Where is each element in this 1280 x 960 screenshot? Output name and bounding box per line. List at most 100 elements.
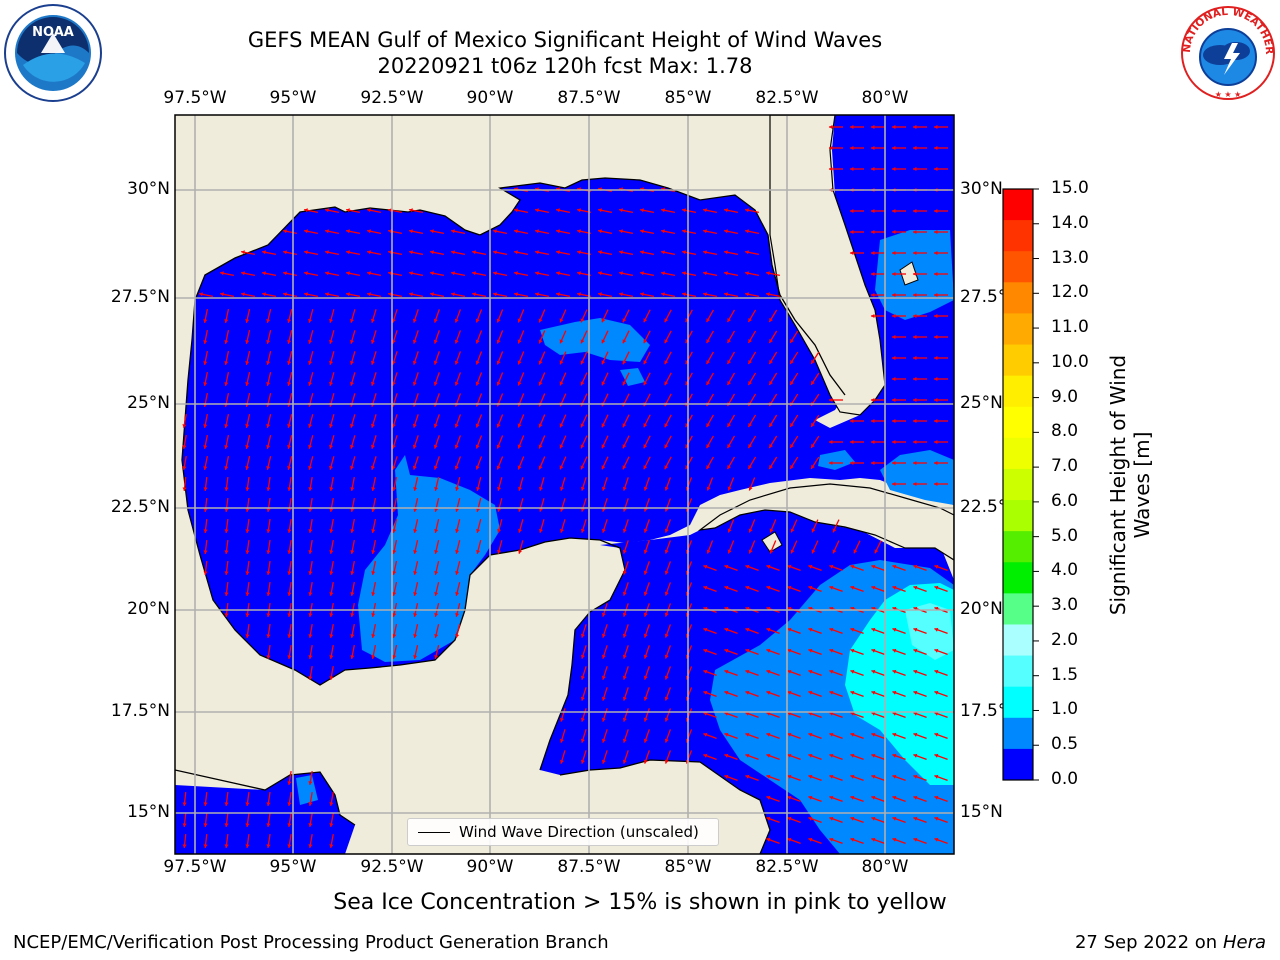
- wave-direction-arrow: [829, 460, 843, 466]
- lat-tick-label-right: 30°N: [960, 179, 1003, 199]
- wave-direction-arrow: [392, 540, 398, 554]
- wave-direction-arrow: [325, 292, 339, 298]
- wave-direction-arrow: [766, 795, 780, 803]
- wave-direction-arrow: [518, 498, 524, 512]
- wave-direction-arrow: [598, 292, 612, 298]
- wave-direction-arrow: [308, 581, 313, 597]
- wave-direction-arrow: [661, 208, 675, 214]
- map-frame: [174, 114, 955, 855]
- colorbar-tick-label: 0.5: [1051, 734, 1079, 755]
- wave-direction-arrow: [703, 229, 717, 235]
- wave-direction-arrow: [768, 372, 778, 386]
- wave-direction-arrow: [224, 372, 230, 386]
- colorbar-tick-label: 15.0: [1051, 178, 1089, 198]
- wave-direction-arrow: [224, 539, 229, 555]
- wave-direction-arrow: [934, 271, 948, 277]
- wave-direction-arrow: [371, 561, 377, 575]
- colorbar-tick-label: 6.0: [1051, 490, 1079, 511]
- wave-direction-arrow: [643, 582, 650, 596]
- wave-direction-arrow: [871, 208, 885, 214]
- wave-direction-arrow: [245, 581, 250, 597]
- wave-direction-arrow: [622, 540, 629, 554]
- wave-direction-arrow: [391, 330, 398, 344]
- plot-title: GEFS MEAN Gulf of Mexico Significant Hei…: [247, 28, 883, 52]
- wave-direction-arrow: [622, 645, 629, 659]
- wave-direction-arrow: [266, 414, 272, 428]
- wave-direction-arrow: [892, 648, 906, 656]
- wave-direction-arrow: [682, 229, 696, 235]
- wave-direction-arrow: [871, 124, 885, 130]
- wave-direction-arrow: [433, 414, 440, 428]
- wave-direction-arrow: [245, 351, 251, 365]
- wave-direction-arrow: [619, 229, 633, 235]
- wave-direction-arrow: [703, 753, 717, 761]
- wave-direction-arrow: [346, 292, 360, 298]
- wave-direction-arrow: [766, 627, 780, 635]
- wave-direction-arrow: [622, 582, 629, 596]
- wave-direction-arrow: [388, 250, 402, 256]
- wave-direction-arrow: [745, 564, 759, 572]
- wave-direction-arrow: [706, 372, 714, 386]
- wave-direction-arrow: [518, 540, 524, 554]
- wave-direction-arrow: [241, 292, 255, 298]
- wave-direction-arrow: [850, 753, 864, 761]
- wave-direction-arrow: [871, 166, 885, 172]
- wave-direction-arrow: [370, 351, 377, 365]
- wave-direction-arrow: [454, 351, 462, 365]
- wave-direction-arrow: [745, 774, 759, 782]
- wave-direction-arrow: [643, 435, 651, 449]
- wave-direction-arrow: [304, 271, 318, 277]
- wave-direction-arrow: [433, 456, 440, 470]
- wave-direction-arrow: [287, 372, 293, 386]
- wave-direction-arrow: [769, 519, 777, 533]
- wave-direction-arrow: [266, 560, 271, 576]
- wave-direction-arrow: [262, 250, 276, 256]
- wave-direction-arrow: [475, 456, 483, 470]
- wave-direction-arrow: [472, 250, 486, 256]
- wave-direction-arrow: [455, 498, 461, 512]
- lon-tick-label-bottom: 92.5°W: [360, 857, 424, 877]
- wave-direction-arrow: [455, 582, 461, 596]
- colorbar-tick-label: 5.0: [1051, 525, 1079, 546]
- wave-direction-arrow: [224, 351, 230, 365]
- wave-direction-arrow: [787, 774, 801, 782]
- wave-direction-arrow: [346, 271, 360, 277]
- wave-direction-arrow: [413, 624, 419, 638]
- wave-direction-arrow: [748, 519, 756, 533]
- wave-direction-arrow: [706, 351, 714, 365]
- wave-direction-arrow: [850, 690, 864, 698]
- wave-direction-arrow: [726, 414, 736, 428]
- wave-direction-arrow: [308, 497, 313, 513]
- wave-direction-arrow: [433, 351, 440, 365]
- wave-direction-arrow: [266, 435, 272, 449]
- wave-direction-arrow: [434, 540, 440, 554]
- wave-direction-arrow: [497, 498, 503, 512]
- wave-direction-arrow: [371, 540, 377, 554]
- wave-direction-arrow: [451, 292, 465, 298]
- wave-direction-arrow: [664, 477, 671, 491]
- wave-direction-arrow: [724, 250, 738, 256]
- wave-direction-arrow: [580, 456, 588, 470]
- wave-direction-arrow: [245, 372, 251, 386]
- wave-direction-arrow: [220, 292, 234, 298]
- wave-direction-arrow: [664, 540, 671, 554]
- wave-direction-arrow: [412, 330, 419, 344]
- wave-direction-arrow: [224, 833, 229, 849]
- wave-direction-arrow: [726, 309, 736, 323]
- wave-direction-arrow: [371, 477, 377, 491]
- wave-direction-arrow: [266, 539, 271, 555]
- wave-direction-arrow: [622, 330, 630, 344]
- wave-direction-arrow: [203, 560, 208, 576]
- wave-direction-arrow: [913, 418, 927, 424]
- wave-direction-arrow: [556, 208, 570, 214]
- wave-direction-arrow: [706, 540, 714, 554]
- wave-direction-arrow: [913, 481, 927, 487]
- wave-direction-arrow: [559, 414, 567, 428]
- wave-direction-arrow: [371, 519, 377, 533]
- wave-direction-arrow: [643, 750, 650, 764]
- wave-direction-arrow: [682, 208, 696, 214]
- wave-direction-arrow: [598, 208, 612, 214]
- wave-direction-arrow: [308, 770, 313, 786]
- wave-height-patch: [905, 603, 954, 660]
